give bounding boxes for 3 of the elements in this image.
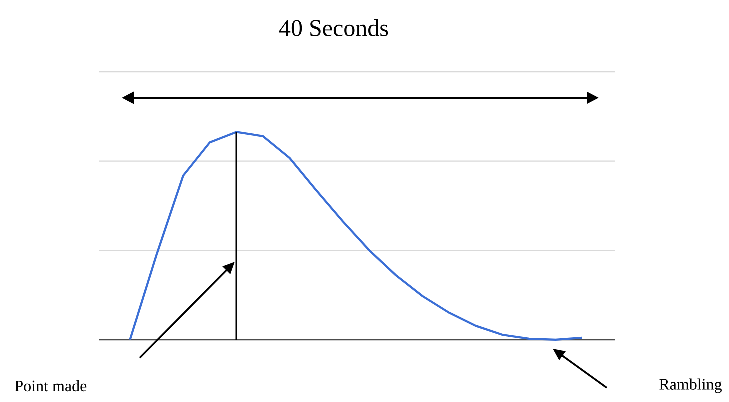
chart-title: 40 Seconds <box>279 20 388 36</box>
text: Point made <box>15 380 87 392</box>
text: Rambling <box>660 378 722 394</box>
